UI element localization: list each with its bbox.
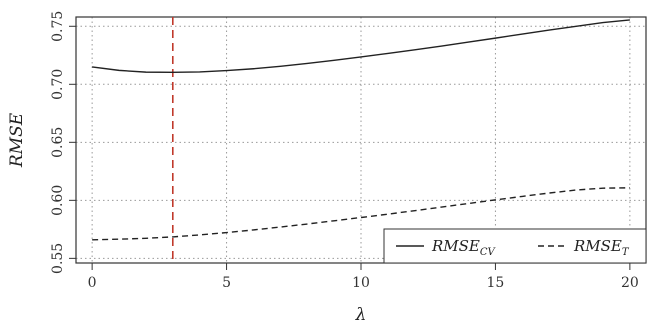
x-tick-label: 0 <box>88 275 97 291</box>
x-tick-label: 20 <box>621 275 639 291</box>
x-tick-label: 5 <box>222 275 231 291</box>
y-tick-label: 0.55 <box>50 243 66 274</box>
y-tick-label: 0.60 <box>50 185 66 216</box>
y-tick-label: 0.65 <box>50 127 66 158</box>
series-line-rmse-t <box>92 187 630 241</box>
x-tick-label: 10 <box>352 275 370 291</box>
legend-box <box>383 228 647 264</box>
legend-label-subscript: T <box>622 247 630 258</box>
x-tick-label: 15 <box>487 275 505 291</box>
legend-label: RMSECV <box>431 237 497 258</box>
series-line-rmse-cv <box>92 19 630 74</box>
y-tick-label: 0.75 <box>50 11 66 42</box>
legend-label-subscript: CV <box>480 247 497 258</box>
legend-label-main: RMSE <box>431 237 480 255</box>
y-tick-label: 0.70 <box>50 69 66 100</box>
x-axis-title: λ <box>355 305 367 325</box>
legend-label-main: RMSE <box>573 237 622 255</box>
legend-label: RMSET <box>573 237 630 258</box>
y-axis-title: RMSE <box>7 112 27 168</box>
